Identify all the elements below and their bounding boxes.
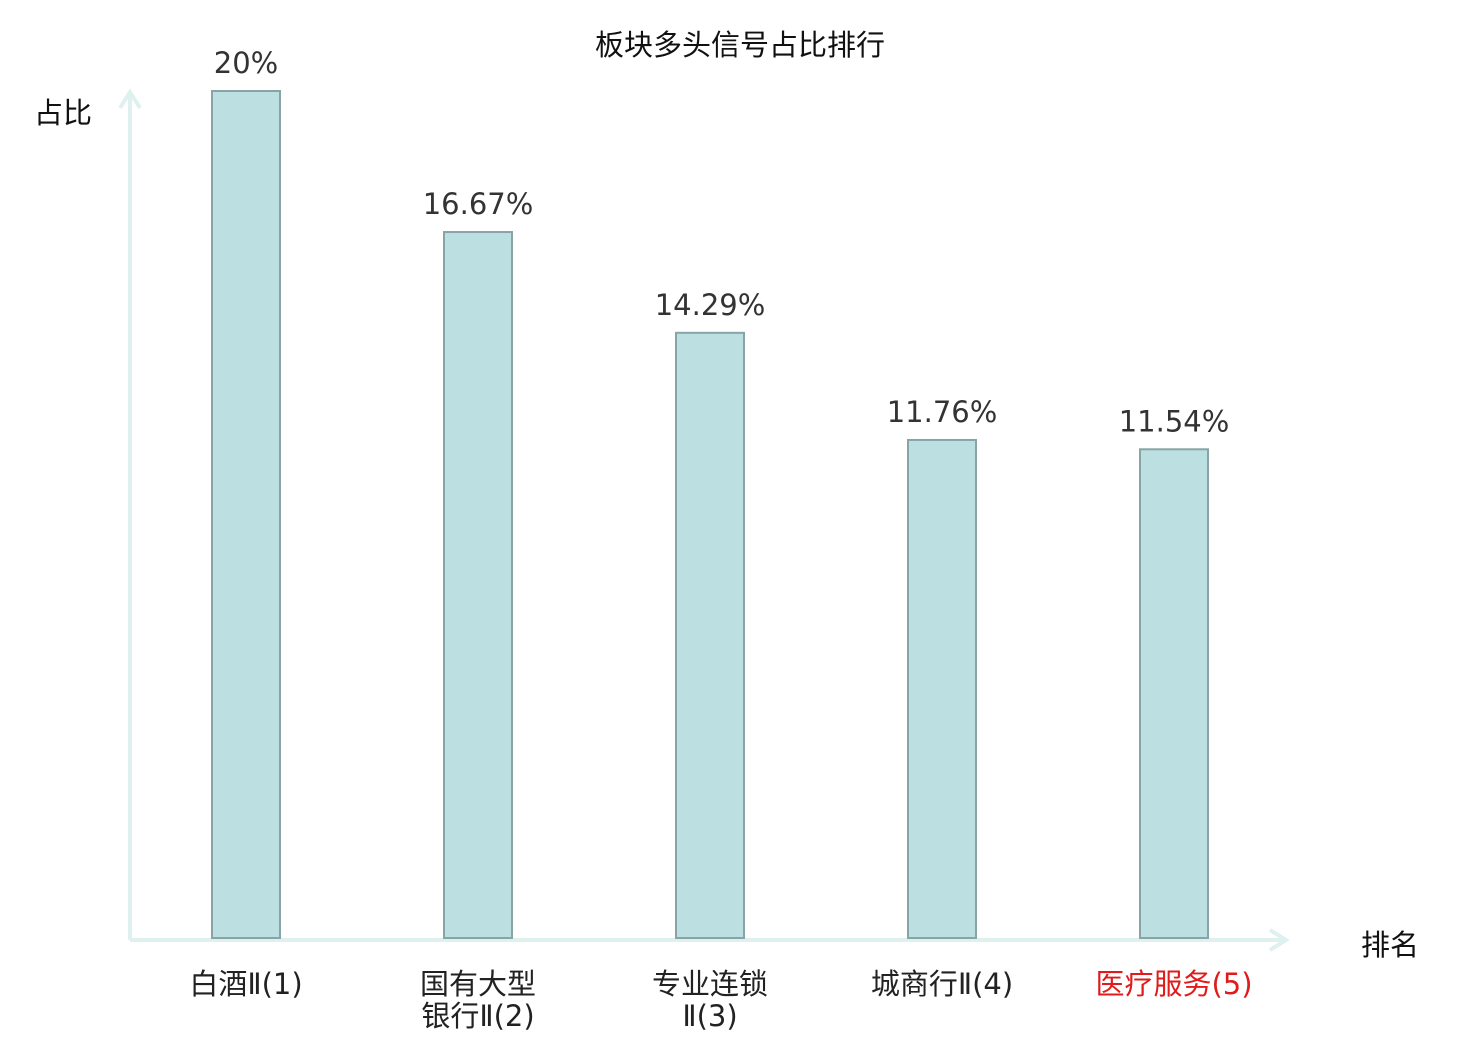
value-label-2: 16.67% xyxy=(423,187,534,221)
category-label-2-line-2: 银行Ⅱ(2) xyxy=(421,999,534,1033)
x-axis-label: 排名 xyxy=(1361,928,1420,962)
category-label-1: 白酒Ⅱ(1) xyxy=(189,967,302,1001)
value-label-3: 14.29% xyxy=(655,288,766,322)
bar-3 xyxy=(675,331,745,940)
value-label-5: 11.54% xyxy=(1119,404,1230,438)
category-label-5: 医疗服务(5) xyxy=(1095,967,1252,1001)
chart-title: 板块多头信号占比排行 xyxy=(594,28,885,62)
x-axis-arrow-icon xyxy=(1268,928,1290,952)
y-axis-label: 占比 xyxy=(34,96,93,130)
bar-5 xyxy=(1139,448,1209,939)
category-label-4: 城商行Ⅱ(4) xyxy=(871,967,1013,1001)
category-label-3-line-1: 专业连锁 xyxy=(652,967,768,1001)
value-labels: 20% 16.67% 14.29% 11.76% 11.54% xyxy=(214,46,1230,438)
y-axis-arrow-icon xyxy=(118,88,142,110)
category-label-2-line-1: 国有大型 xyxy=(420,967,536,1001)
value-label-1: 20% xyxy=(214,46,278,80)
bars xyxy=(211,90,1209,940)
category-label-3-line-2: Ⅱ(3) xyxy=(682,999,737,1033)
bar-2 xyxy=(443,231,513,939)
bar-4 xyxy=(907,438,977,939)
bar-1 xyxy=(211,90,281,939)
value-label-4: 11.76% xyxy=(887,395,998,429)
axes xyxy=(118,88,1290,952)
